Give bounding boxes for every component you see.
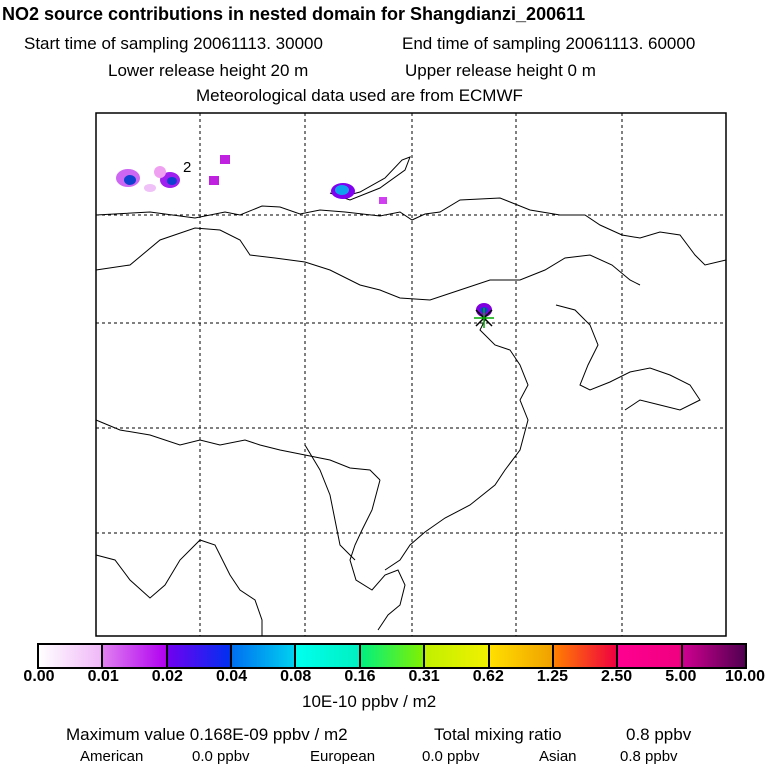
- total-mixing-value: 0.8 ppbv: [626, 725, 692, 744]
- upper-release-height: Upper release height 0 m: [405, 61, 596, 80]
- colorbar-unit: 10E-10 ppbv / m2: [302, 692, 437, 711]
- colorbar-tick-label: 0.08: [280, 668, 312, 685]
- colorbar-segment: [167, 645, 233, 667]
- asian-label: Asian: [539, 748, 577, 765]
- colorbar-segment: [553, 645, 619, 667]
- page-title: NO2 source contributions in nested domai…: [2, 4, 586, 24]
- colorbar-tick-label: 0.02: [151, 668, 183, 685]
- colorbar-segment: [296, 645, 361, 667]
- met-data-note: Meteorological data used are from ECMWF: [196, 86, 523, 105]
- total-mixing-label: Total mixing ratio: [434, 725, 562, 744]
- colorbar-segment: [618, 645, 683, 667]
- american-label: American: [80, 748, 144, 765]
- american-value: 0.0 ppbv: [192, 748, 250, 765]
- graticule: [96, 113, 726, 636]
- colorbar-tick-label: 5.00: [665, 668, 697, 685]
- colorbar-tick-label: 0.62: [472, 668, 504, 685]
- european-label: European: [310, 748, 376, 765]
- colorbar: [37, 643, 747, 669]
- colorbar-segment: [232, 645, 297, 667]
- start-time: Start time of sampling 20061113. 30000: [24, 34, 323, 53]
- station-marker-star-cross-icon: [474, 308, 494, 328]
- colorbar-tick-label: 2.50: [601, 668, 633, 685]
- colorbar-tick-label: 0.00: [23, 668, 55, 685]
- contour-label-2: 2: [183, 159, 191, 176]
- colorbar-tick-label: 0.01: [87, 668, 119, 685]
- max-value: Maximum value 0.168E-09 ppbv / m2: [66, 725, 348, 744]
- colorbar-tick-label: 1.25: [536, 668, 569, 685]
- lower-release-height: Lower release height 20 m: [108, 61, 309, 80]
- colorbar-segment: [103, 645, 168, 667]
- colorbar-tick-label: 0.31: [408, 668, 440, 685]
- colorbar-segment: [682, 645, 745, 667]
- coastlines-borders: [95, 156, 727, 636]
- end-time: End time of sampling 20061113. 60000: [402, 34, 696, 53]
- colorbar-segment: [489, 645, 554, 667]
- colorbar-tick-label: 10.00: [724, 668, 766, 685]
- map-frame: [95, 112, 727, 637]
- colorbar-segment: [39, 645, 104, 667]
- asian-value: 0.8 ppbv: [620, 748, 678, 765]
- colorbar-segment: [425, 645, 490, 667]
- colorbar-segment: [360, 645, 426, 667]
- european-value: 0.0 ppbv: [422, 748, 480, 765]
- concentration-plumes: [116, 155, 492, 317]
- colorbar-tick-label: 0.16: [344, 668, 376, 685]
- colorbar-tick-label: 0.04: [215, 668, 248, 685]
